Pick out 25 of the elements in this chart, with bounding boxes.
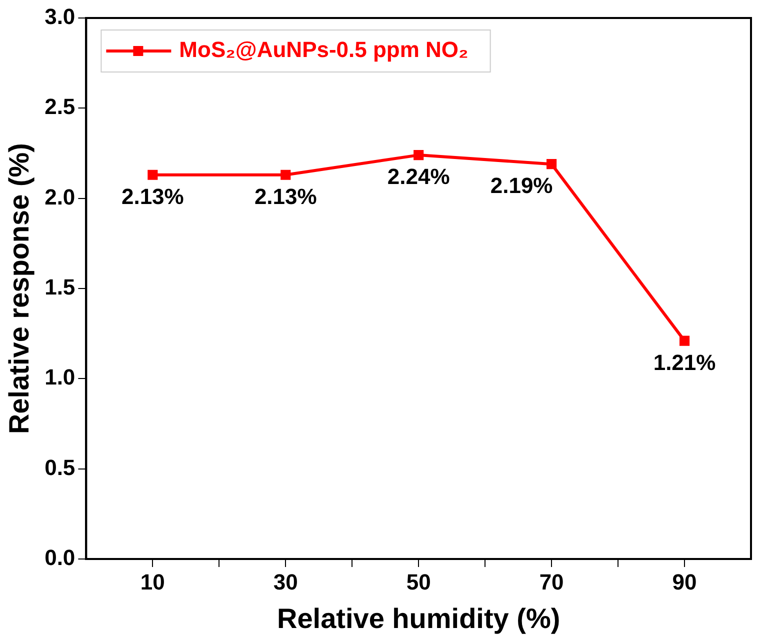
data-label: 2.13% (121, 184, 184, 209)
data-label: 2.19% (490, 173, 553, 198)
x-tick-label: 50 (406, 569, 431, 594)
data-label: 2.24% (387, 164, 450, 190)
point (280, 170, 291, 180)
point (414, 150, 424, 160)
point (148, 170, 158, 180)
y-tick-label: 0.5 (44, 454, 76, 480)
y-tick-label: 1.5 (44, 274, 76, 300)
point (679, 336, 690, 346)
y-tick-label: 0.0 (44, 545, 76, 570)
y-tick-label: 2.5 (44, 94, 76, 120)
y-tick-label: 3.0 (44, 4, 76, 30)
x-tick-label: 10 (140, 569, 165, 594)
data-label: 2.13% (254, 184, 317, 209)
x-tick-label: 90 (672, 569, 697, 594)
x-tick-label: 70 (539, 569, 564, 594)
y-tick-label: 2.0 (44, 184, 76, 210)
x-tick-label: 30 (273, 569, 298, 594)
legend-label: MoS₂@AuNPs-0.5 ppm NO₂ (179, 37, 468, 62)
data-label: 1.21% (653, 350, 716, 375)
y-tick-label: 1.0 (44, 364, 76, 390)
x-axis-title: Relative humidity (%) (277, 602, 560, 634)
point (546, 159, 557, 170)
y-axis-title: Relative response (%) (4, 143, 35, 434)
